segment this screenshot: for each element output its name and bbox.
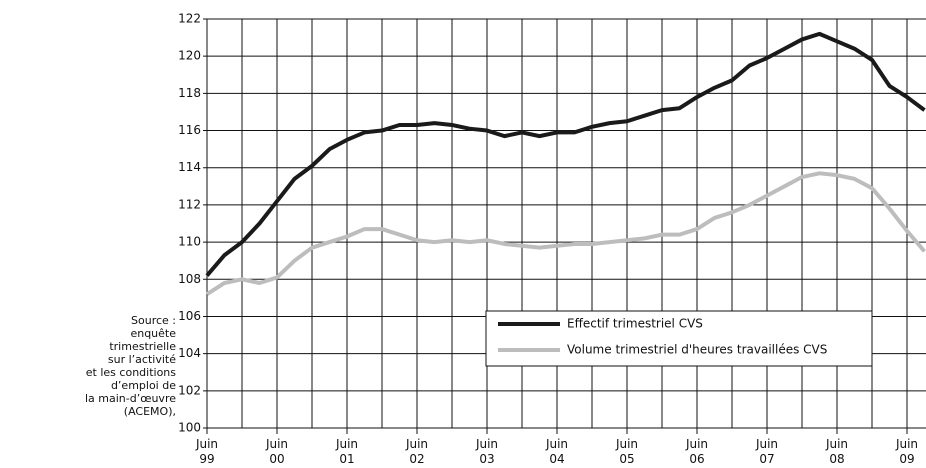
source-line: d’emploi de [110,379,176,392]
y-tick-label: 118 [178,86,201,100]
x-tick-label: Juin 05 [615,437,639,466]
legend-label: Effectif trimestriel CVS [567,317,703,331]
y-tick-label: 112 [178,197,201,211]
x-tick-label: Juin 01 [335,437,359,466]
y-tick-label: 110 [178,235,201,249]
source-line: et les conditions [85,366,176,379]
y-tick-label: 122 [178,12,201,26]
x-tick-label: Juin 00 [265,437,289,466]
source-line: la main-d’œuvre [84,392,176,405]
legend-box [485,310,873,367]
y-tick-label: 104 [178,346,201,360]
y-tick-label: 114 [178,160,201,174]
source-line: Source : [131,314,176,327]
series-line [205,171,926,296]
series-line [205,31,926,277]
source-line: trimestrielle [109,340,176,353]
x-tick-label: Juin 03 [475,437,499,466]
y-tick-label: 108 [178,272,201,286]
x-tick-label: Juin 07 [755,437,779,466]
x-tick-label: Juin 99 [195,437,219,466]
y-tick-label: 120 [178,49,201,63]
source-line: sur l’activité [107,353,176,366]
source-line: (ACEMO), [123,405,176,418]
x-tick-label: Juin 09 [895,437,919,466]
y-tick-label: 102 [178,383,201,397]
x-tick-label: Juin 08 [825,437,849,466]
x-tick-label: Juin 06 [685,437,709,466]
source-line: enquête [130,327,176,340]
y-tick-label: 106 [178,309,201,323]
x-tick-label: Juin 04 [545,437,569,466]
legend-label: Volume trimestriel d'heures travaillées … [567,343,827,357]
y-tick-label: 100 [178,421,201,435]
x-tick-label: Juin 02 [405,437,429,466]
y-tick-label: 116 [178,123,201,137]
